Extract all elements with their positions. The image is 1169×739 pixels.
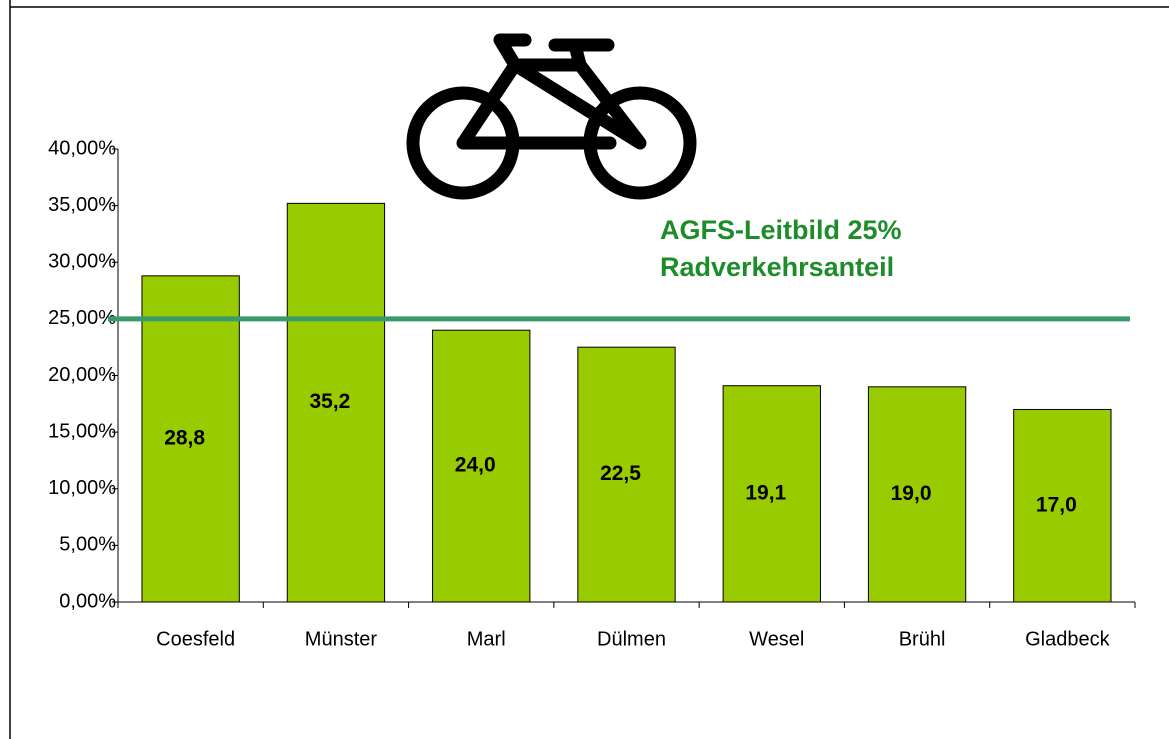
x-tick-label: Gladbeck <box>1025 628 1110 650</box>
bar <box>867 386 967 603</box>
bar <box>577 346 676 603</box>
x-tick-label: Wesel <box>749 628 804 650</box>
x-tick-label: Brühl <box>899 628 946 650</box>
annotation: Radverkehrsanteil <box>660 252 894 282</box>
x-tick-label: Coesfeld <box>156 628 235 650</box>
bicycle-icon <box>406 33 697 200</box>
y-tick-label: 5,00% <box>59 534 116 556</box>
x-tick-label: Dülmen <box>597 628 666 650</box>
bar <box>432 329 531 603</box>
y-tick-label: 10,00% <box>48 477 116 499</box>
x-tick-label: Marl <box>467 628 506 650</box>
bar <box>286 202 386 603</box>
bar <box>1013 408 1112 603</box>
y-tick-label: 20,00% <box>48 364 116 386</box>
y-tick-label: 40,00% <box>48 137 116 159</box>
annotation: AGFS-Leitbild 25% <box>660 215 902 245</box>
bar <box>722 385 821 603</box>
bar <box>141 275 240 603</box>
data-label: 19,1 <box>745 481 786 504</box>
data-label: 24,0 <box>455 454 496 477</box>
data-label: 19,0 <box>891 482 932 505</box>
y-tick-label: 0,00% <box>59 590 116 612</box>
data-label: 17,0 <box>1036 493 1077 516</box>
y-tick-label: 30,00% <box>48 251 116 273</box>
data-label: 28,8 <box>164 426 205 449</box>
x-tick-label: Münster <box>305 628 378 650</box>
y-tick-label: 35,00% <box>48 194 116 216</box>
data-label: 35,2 <box>309 390 350 413</box>
y-tick-label: 15,00% <box>48 420 116 442</box>
y-tick-label: 25,00% <box>48 307 116 329</box>
data-label: 22,5 <box>600 462 641 485</box>
